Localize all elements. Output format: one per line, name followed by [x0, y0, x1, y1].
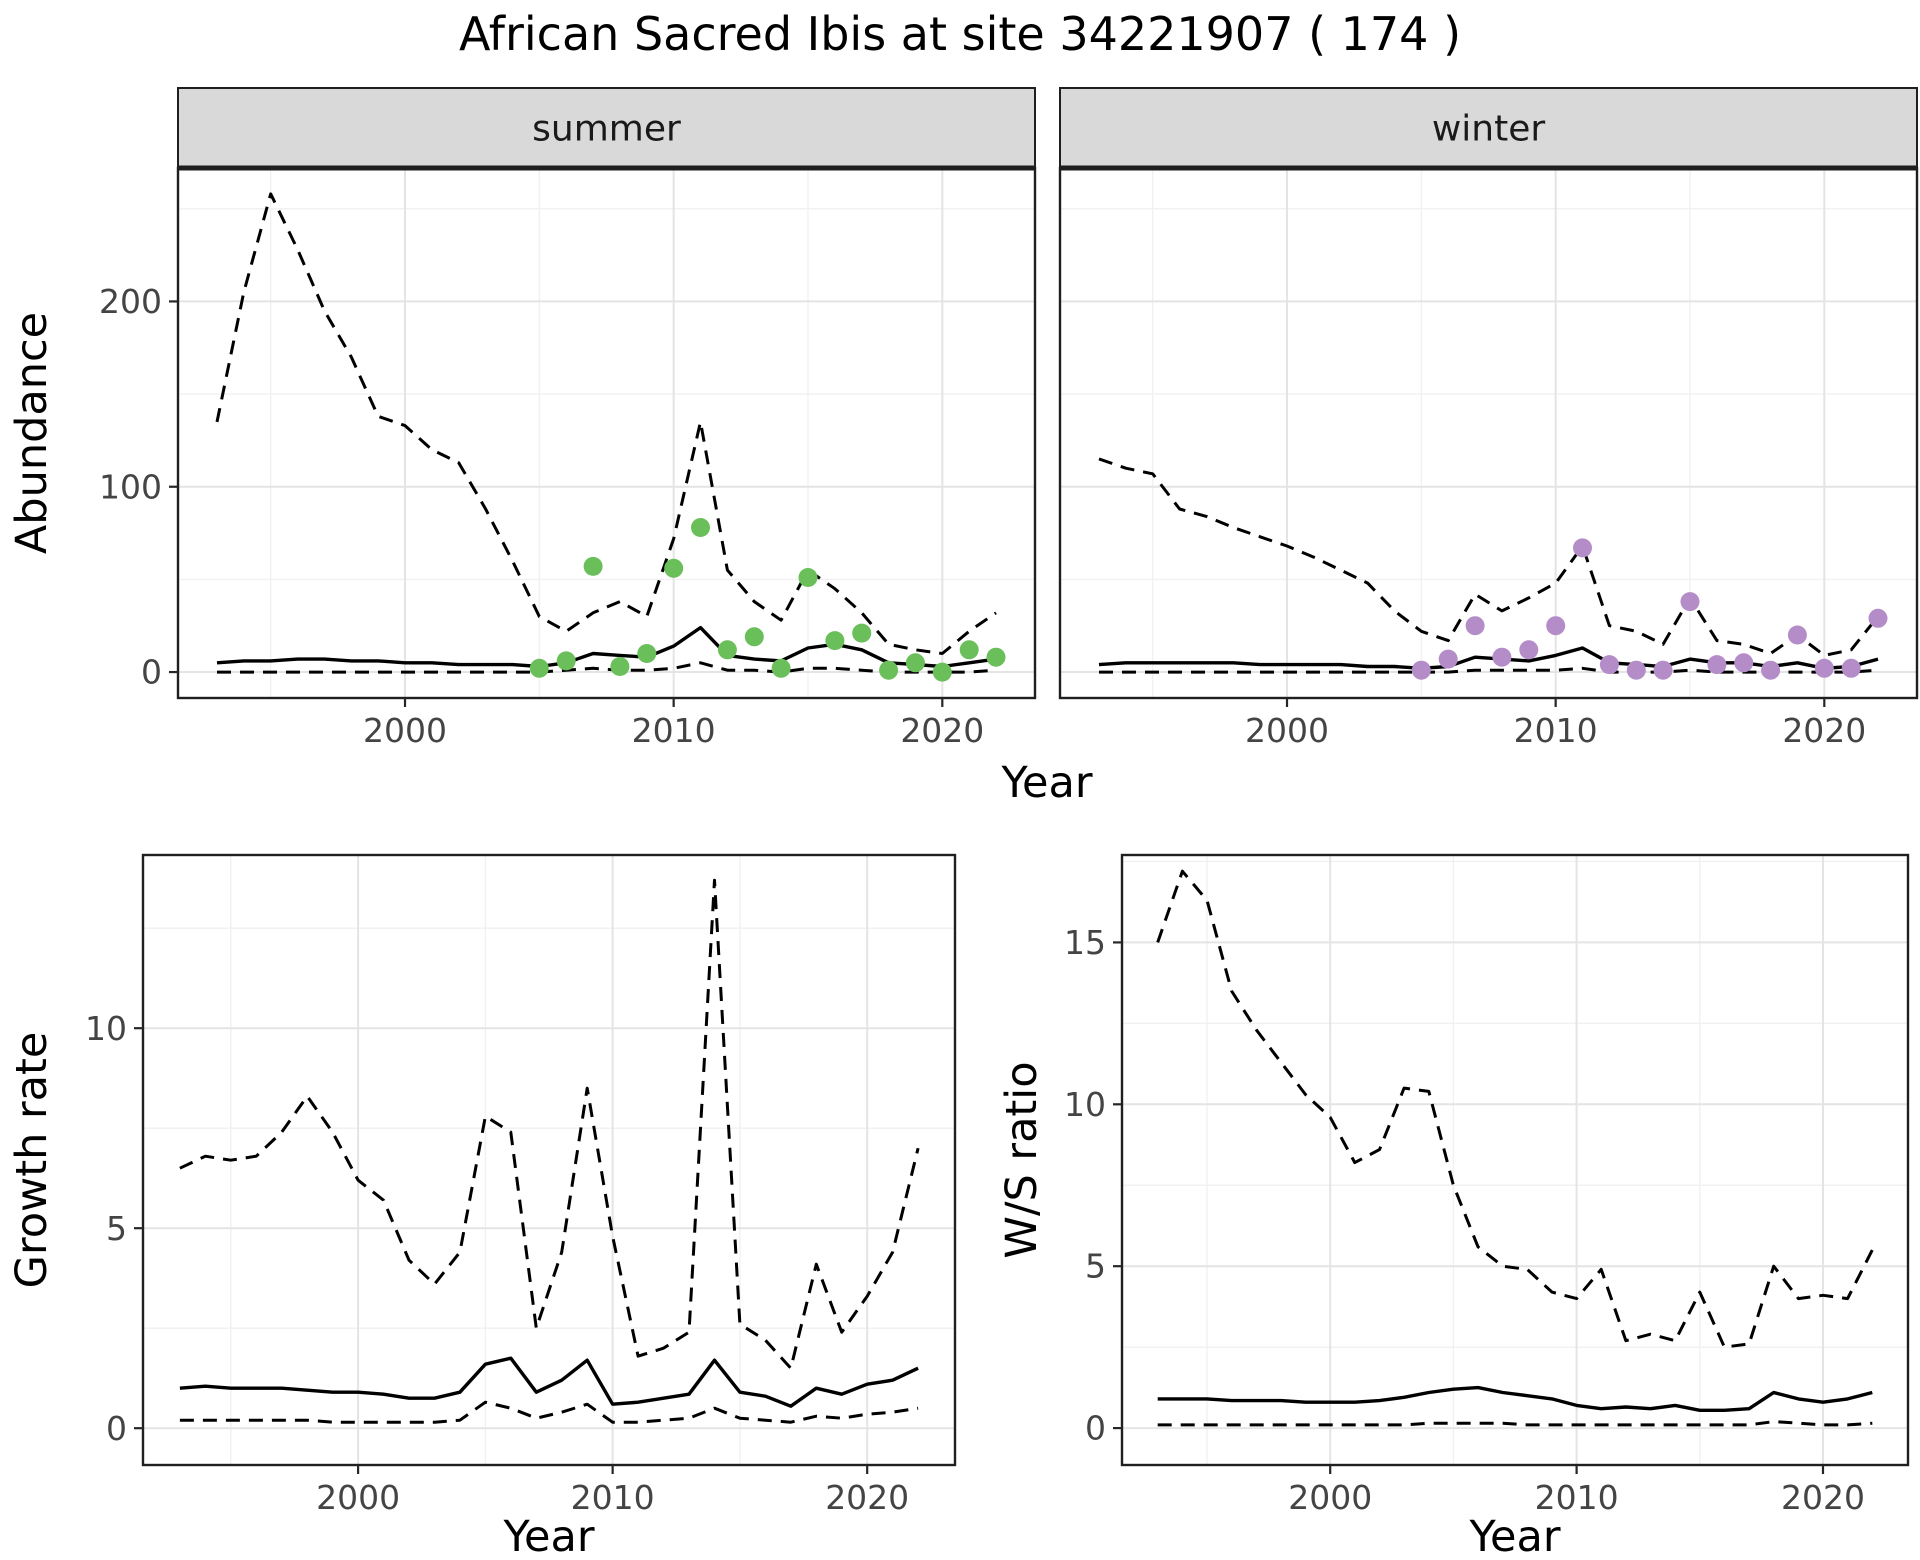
abundance-winter-observation-point: [1707, 655, 1727, 675]
growth-rate-panel-bg: [143, 855, 955, 1465]
abundance-winter-observation-point: [1599, 655, 1619, 675]
abundance-winter-observation-point: [1653, 660, 1673, 680]
abundance-summer-series: [215, 192, 1006, 682]
x-axis-title-ws-ratio: Year: [1468, 1512, 1560, 1560]
abundance-winter-observation-point: [1519, 640, 1539, 660]
ws-ratio-panel: 2000 2010 2020 0 5 10 15: [1064, 853, 1910, 1517]
abundance-winter-observation-point: [1734, 653, 1754, 673]
y-tick-label: 0: [1085, 1409, 1106, 1448]
facet-label-summer: summer: [532, 109, 681, 150]
abundance-winter-series: [1098, 457, 1888, 680]
abundance-summer-observation-point: [959, 640, 979, 660]
x-axis-title-top: Year: [1000, 758, 1092, 808]
x-tick-label: 2010: [632, 711, 716, 750]
ws-ratio-median-line: [1157, 1385, 1873, 1413]
abundance-summer-observation-point: [986, 647, 1006, 667]
x-tick-label: 2020: [1781, 1478, 1865, 1517]
abundance-summer-panel: summer 2000 2010 2020 0 100 200: [99, 87, 1037, 750]
y-tick-label: 5: [1085, 1247, 1106, 1286]
abundance-summer-observation-point: [691, 518, 710, 537]
facet-strip-summer: [177, 87, 1036, 169]
y-tick-label: 200: [99, 282, 162, 321]
y-tick-label: 0: [106, 1409, 127, 1448]
abundance-summer-observation-point: [905, 653, 925, 673]
growth-rate-panel: 2000 2010 2020 0 5 10: [85, 853, 957, 1517]
x-tick-label: 2010: [1535, 1478, 1619, 1517]
y-tick-label: 15: [1064, 923, 1106, 962]
ws-ratio-lower-ci-line: [1157, 1420, 1873, 1427]
x-tick-label: 2010: [571, 1478, 655, 1517]
abundance-summer-observation-point: [852, 623, 872, 643]
x-tick-label: 2020: [900, 711, 984, 750]
abundance-winter-observation-point: [1546, 616, 1566, 636]
abundance-summer-observation-point: [637, 644, 657, 663]
y-tick-label: 10: [1064, 1085, 1106, 1124]
abundance-summer-observation-point: [556, 651, 576, 671]
x-tick-label: 2000: [1245, 711, 1329, 750]
figure-title: African Sacred Ibis at site 34221907 ( 1…: [458, 7, 1462, 61]
abundance-winter-observation-point: [1787, 625, 1807, 645]
abundance-summer-observation-point: [529, 658, 549, 678]
y-axis-title-growth-rate: Growth rate: [7, 1032, 57, 1289]
abundance-winter-upper-ci-line: [1098, 457, 1880, 657]
abundance-summer-observation-point: [664, 558, 684, 578]
abundance-winter-lower-ci-line: [1099, 666, 1879, 674]
ws-ratio-panel-border: [1120, 853, 1910, 1467]
abundance-winter-observation-point: [1868, 608, 1888, 628]
x-axis-title-growth-rate: Year: [502, 1512, 594, 1560]
y-tick-label: 100: [99, 467, 162, 506]
abundance-winter-observation-point: [1492, 647, 1512, 667]
abundance-summer-observation-point: [879, 660, 899, 680]
ws-ratio-panel-bg: [1122, 855, 1908, 1465]
abundance-winter-observation-point: [1626, 660, 1646, 680]
facet-label-winter: winter: [1432, 109, 1546, 150]
y-tick-label: 5: [106, 1209, 127, 1248]
abundance-winter-observation-point: [1573, 538, 1592, 558]
abundance-winter-panel: winter 2000 2010 2020: [1058, 87, 1919, 750]
ws-ratio-upper-ci-line: [1156, 869, 1874, 1349]
ws-ratio-series: [1156, 869, 1874, 1427]
abundance-summer-upper-ci-line: [215, 192, 997, 655]
y-tick-label: 10: [85, 1009, 127, 1048]
abundance-summer-panel-bg: [178, 168, 1035, 698]
abundance-summer-observation-point: [744, 627, 764, 647]
abundance-winter-panel-bg: [1060, 168, 1917, 698]
abundance-summer-observation-point: [717, 640, 737, 660]
abundance-summer-observation-point: [583, 556, 603, 576]
abundance-summer-observation-point: [932, 662, 952, 682]
y-tick-label: 0: [141, 653, 162, 692]
growth-rate-median-line: [179, 1356, 919, 1408]
y-axis-title-ws-ratio: W/S ratio: [997, 1061, 1047, 1258]
abundance-winter-observation-point: [1438, 649, 1458, 669]
abundance-summer-observation-point: [825, 631, 845, 651]
y-axis-title-abundance: Abundance: [7, 312, 57, 554]
growth-rate-lower-ci-line: [179, 1400, 919, 1424]
abundance-summer-observation-point: [798, 568, 818, 587]
abundance-winter-observation-point: [1411, 660, 1431, 680]
abundance-summer-lower-ci-line: [217, 661, 997, 674]
abundance-winter-observation-point: [1680, 592, 1700, 612]
x-tick-label: 2000: [1288, 1478, 1372, 1517]
abundance-winter-observation-point: [1814, 658, 1834, 678]
abundance-winter-observation-point: [1841, 658, 1861, 678]
abundance-summer-observation-point: [771, 658, 791, 678]
abundance-summer-median-line: [216, 625, 997, 669]
abundance-summer-observation-point: [610, 657, 630, 676]
abundance-winter-observation-point: [1465, 616, 1485, 636]
growth-rate-panel-border: [141, 853, 957, 1467]
x-tick-label: 2020: [1782, 711, 1866, 750]
facet-strip-winter: [1059, 87, 1918, 169]
x-tick-label: 2010: [1514, 711, 1598, 750]
growth-rate-upper-ci-line: [179, 878, 920, 1370]
growth-rate-series: [179, 878, 920, 1424]
abundance-winter-observation-point: [1761, 660, 1781, 680]
x-tick-label: 2000: [363, 711, 447, 750]
x-tick-label: 2020: [825, 1478, 909, 1517]
x-tick-label: 2000: [316, 1478, 400, 1517]
